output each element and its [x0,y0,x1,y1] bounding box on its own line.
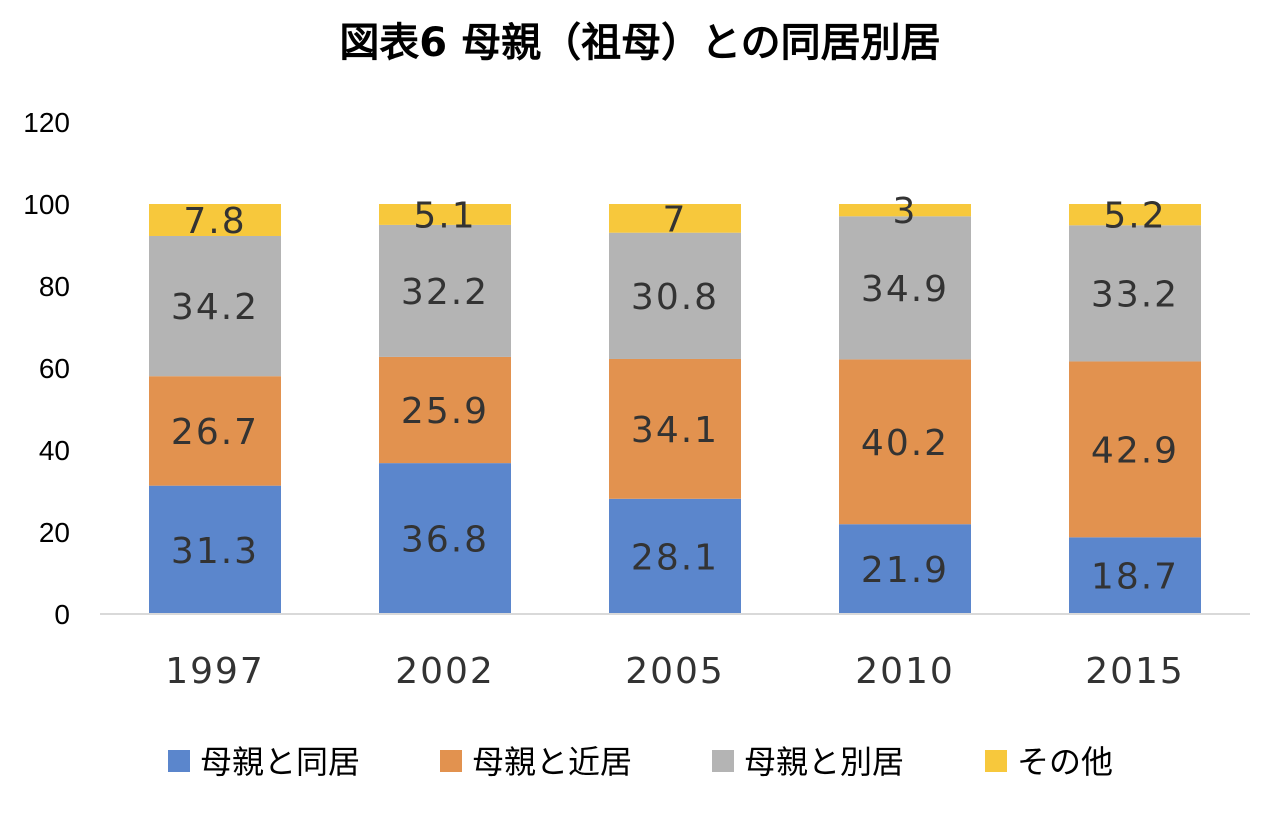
legend-swatch [712,750,734,772]
bar-segment [1069,204,1201,226]
x-tick-label: 2010 [855,651,955,692]
legend-label: 母親と同居 [200,743,360,781]
data-label: 34.2 [171,287,259,328]
bar-segment [379,224,511,357]
y-tick-label: 120 [23,107,70,138]
data-label: 3 [893,191,918,232]
bar-segment [1069,361,1201,538]
bars [149,204,1201,614]
bar-segment [839,204,971,217]
bar-segment [149,235,281,377]
bar-segment [839,359,971,525]
bar-segment [379,356,511,464]
x-axis: 1997 2002 2005 2010 2015 [165,651,1185,692]
data-label: 5.2 [1103,196,1166,237]
legend-swatch [440,750,462,772]
data-label: 21.9 [861,550,949,591]
x-tick-label: 2002 [395,651,495,692]
x-tick-label: 2015 [1085,651,1185,692]
data-label: 34.1 [631,410,719,451]
bar-segment [609,204,741,233]
data-label: 31.3 [171,531,259,572]
bar-segment [149,204,281,236]
data-label: 34.9 [861,269,949,310]
bar-segment [609,498,741,614]
y-axis: 0 20 40 60 80 100 120 [23,107,70,630]
legend-label: 母親と近居 [472,743,632,781]
x-tick-label: 2005 [625,651,725,692]
data-label: 36.8 [401,520,489,561]
legend-swatch [168,750,190,772]
data-label: 30.8 [631,277,719,318]
bar-segment [839,216,971,360]
data-label: 7.8 [183,201,246,242]
bar-segment [379,204,511,225]
y-tick-label: 20 [39,517,70,548]
legend: 母親と同居 母親と近居 母親と別居 その他 [168,743,1113,781]
data-label: 28.1 [631,537,719,578]
bar-segment [149,485,281,614]
y-tick-label: 100 [23,189,70,220]
bar-segment [379,463,511,614]
y-tick-label: 60 [39,353,70,384]
bar-segment [149,376,281,486]
y-tick-label: 80 [39,271,70,302]
legend-label: その他 [1017,743,1113,781]
data-label: 26.7 [171,412,259,453]
data-label: 32.2 [401,272,489,313]
data-label: 40.2 [861,423,949,464]
bar-segment [1069,537,1201,614]
chart-title: 図表6 母親（祖母）との同居別居 [339,20,940,66]
y-tick-label: 40 [39,435,70,466]
data-label: 25.9 [401,391,489,432]
data-label: 42.9 [1091,430,1179,471]
bar-segment [839,524,971,614]
legend-swatch [985,750,1007,772]
data-label: 33.2 [1091,274,1179,315]
bar-segment [609,358,741,499]
legend-label: 母親と別居 [744,743,904,781]
data-label: 5.1 [413,195,476,236]
data-labels: 31.3 26.7 34.2 7.8 36.8 25.9 32.2 5.1 28.1 34.1 30… [171,191,1179,598]
x-tick-label: 1997 [165,651,265,692]
data-label: 7 [663,199,688,240]
bar-segment [609,232,741,359]
y-tick-label: 0 [54,599,70,630]
data-label: 18.7 [1091,557,1179,598]
bar-segment [1069,225,1201,362]
